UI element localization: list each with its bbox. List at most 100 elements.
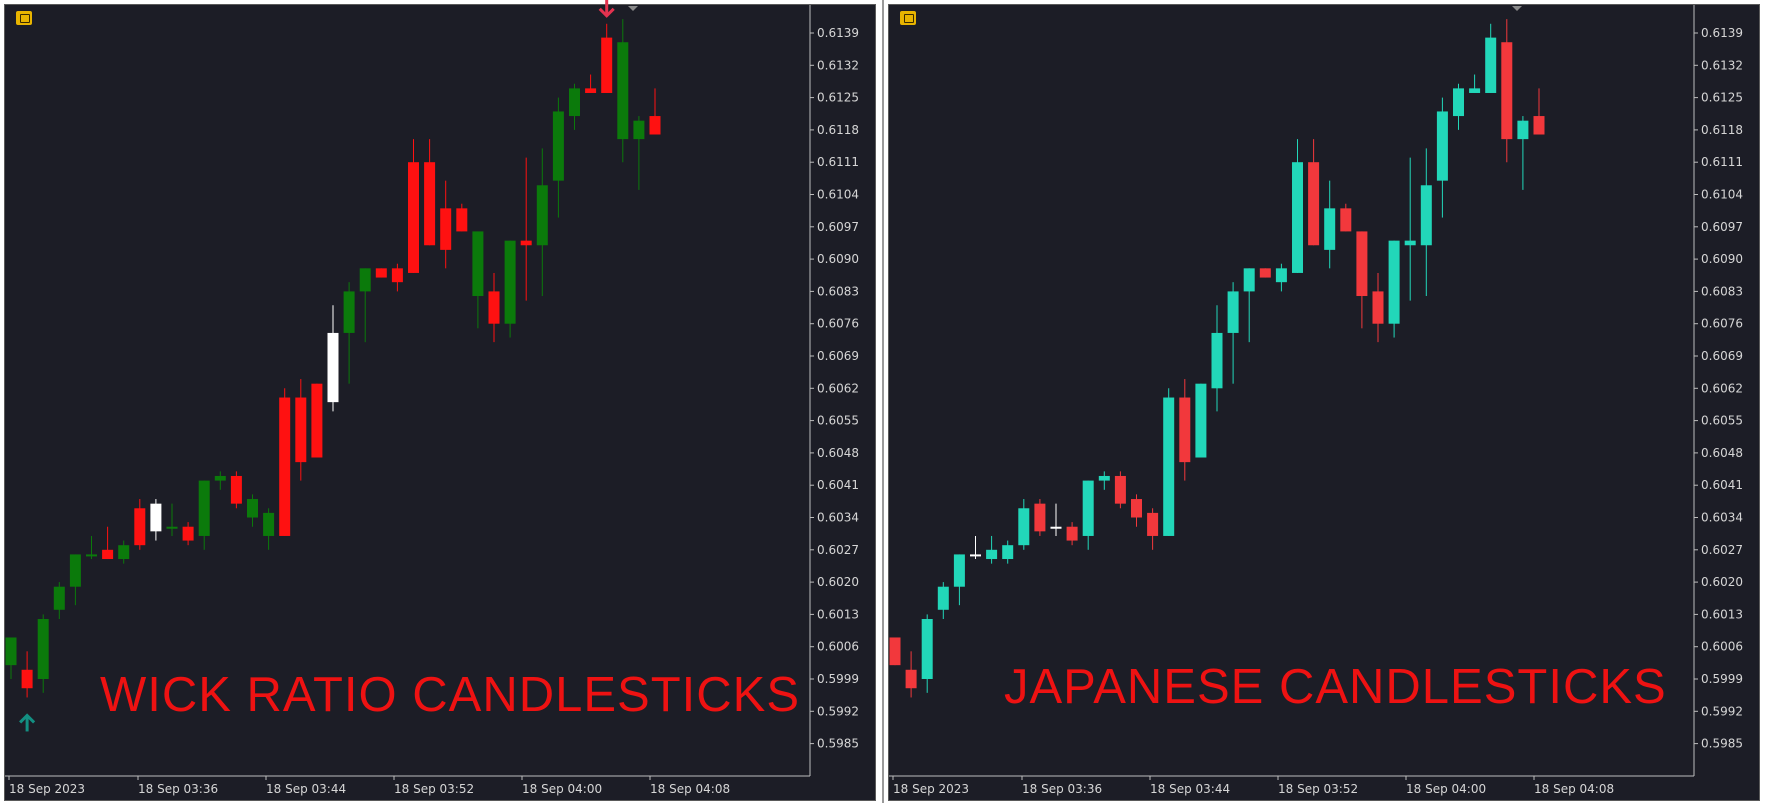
candle-body [1002, 545, 1014, 560]
sell-arrow-icon [598, 0, 615, 18]
y-tick-label: 0.6027 [1701, 543, 1743, 557]
candle [1002, 540, 1014, 564]
candle-body [230, 475, 242, 504]
candle-body [1533, 116, 1545, 135]
candle [488, 272, 500, 343]
left-chart-panel: 0.6139 0.6132 0.6125 0.6118 0.6111 0.6104 0.60… [0, 0, 882, 803]
shift-marker-icon[interactable] [628, 6, 638, 11]
y-tick-label: 0.6055 [1701, 414, 1743, 428]
candle [1517, 116, 1529, 190]
candle-body [1275, 268, 1287, 283]
y-tick-label: 0.6139 [817, 26, 859, 40]
y-tick-label: 0.6125 [817, 91, 859, 105]
candle-body [69, 554, 81, 587]
candle-body [472, 231, 484, 297]
candle [134, 499, 146, 550]
y-tick-label: 0.6069 [1701, 349, 1743, 363]
candle [472, 231, 484, 329]
candle [1018, 499, 1030, 550]
candle [1292, 139, 1303, 273]
candle-body [214, 475, 226, 481]
candle [263, 508, 275, 550]
candle-body [633, 120, 645, 140]
candle-body [359, 268, 371, 292]
x-tick-label: 18 Sep 04:00 [1406, 782, 1486, 796]
y-tick-label: 0.6034 [817, 511, 859, 525]
y-tick-label: 0.6020 [1701, 575, 1743, 589]
candle [327, 305, 339, 412]
y-tick-label: 0.5999 [817, 672, 859, 686]
x-tick-label: 18 Sep 03:52 [1278, 782, 1358, 796]
candle [311, 383, 323, 458]
candle-body [166, 526, 178, 529]
candle-body [1388, 240, 1400, 324]
chart-settings-icon[interactable] [16, 11, 32, 25]
candle-body [1259, 268, 1271, 278]
y-tick-label: 0.5992 [817, 704, 859, 718]
candle-body [375, 268, 387, 278]
candle-body [1034, 503, 1046, 532]
y-tick-label: 0.5985 [1701, 737, 1743, 751]
y-tick-label: 0.6125 [1701, 91, 1743, 105]
candle [953, 554, 965, 606]
candle-body [1195, 383, 1207, 458]
candle [198, 480, 210, 550]
y-tick-label: 0.6055 [817, 414, 859, 428]
candle-body [134, 508, 146, 546]
candle-body [37, 619, 49, 679]
candle-body [102, 549, 114, 560]
chart-settings-icon[interactable] [900, 11, 916, 25]
candle [1340, 203, 1352, 232]
candle [1275, 263, 1287, 292]
x-tick-label: 18 Sep 2023 [9, 782, 85, 796]
candle [1243, 268, 1255, 343]
candle-body [1131, 499, 1142, 518]
candle-body [1292, 162, 1303, 273]
candle-body [263, 512, 275, 536]
candle [118, 540, 130, 564]
y-tick-label: 0.6139 [1701, 26, 1743, 40]
candle [1356, 231, 1368, 329]
candle-body [5, 637, 17, 666]
candle-body [953, 554, 965, 587]
candle-body [1050, 526, 1062, 529]
candle-body [1501, 42, 1513, 140]
candle-body [970, 554, 981, 557]
candle [937, 582, 949, 620]
y-tick-label: 0.6006 [817, 640, 859, 654]
candle-body [1436, 111, 1448, 181]
candle-body [1179, 397, 1191, 463]
y-tick-label: 0.6006 [1701, 640, 1743, 654]
candle-body [311, 383, 323, 458]
shift-marker-icon[interactable] [1512, 6, 1522, 11]
candle [440, 180, 452, 269]
candle [889, 637, 901, 666]
buy-arrow-icon [19, 713, 36, 732]
y-tick-label: 0.6097 [1701, 220, 1743, 234]
candle [633, 116, 645, 190]
candle-body [279, 397, 291, 536]
y-tick-label: 0.6083 [1701, 284, 1743, 298]
candle [1485, 23, 1497, 93]
candle-body [504, 240, 516, 324]
candle-body [1453, 88, 1464, 117]
candle [601, 23, 613, 93]
candle-body [247, 499, 258, 518]
y-tick-label: 0.6083 [817, 284, 859, 298]
candle-body [1324, 208, 1336, 250]
y-tick-label: 0.6104 [817, 188, 859, 202]
candle-body [182, 526, 194, 541]
candle [279, 388, 291, 536]
candle [69, 554, 81, 606]
y-tick-label: 0.6090 [817, 252, 859, 266]
candle-body [440, 208, 452, 250]
candle [649, 88, 661, 135]
candle [1324, 180, 1336, 269]
y-tick-label: 0.6076 [817, 317, 859, 331]
candle [1308, 139, 1320, 246]
candle [86, 535, 97, 560]
candle-body [905, 669, 917, 689]
right-chart-frame [888, 4, 1760, 801]
candle [424, 139, 436, 246]
candle-body [1147, 512, 1159, 536]
